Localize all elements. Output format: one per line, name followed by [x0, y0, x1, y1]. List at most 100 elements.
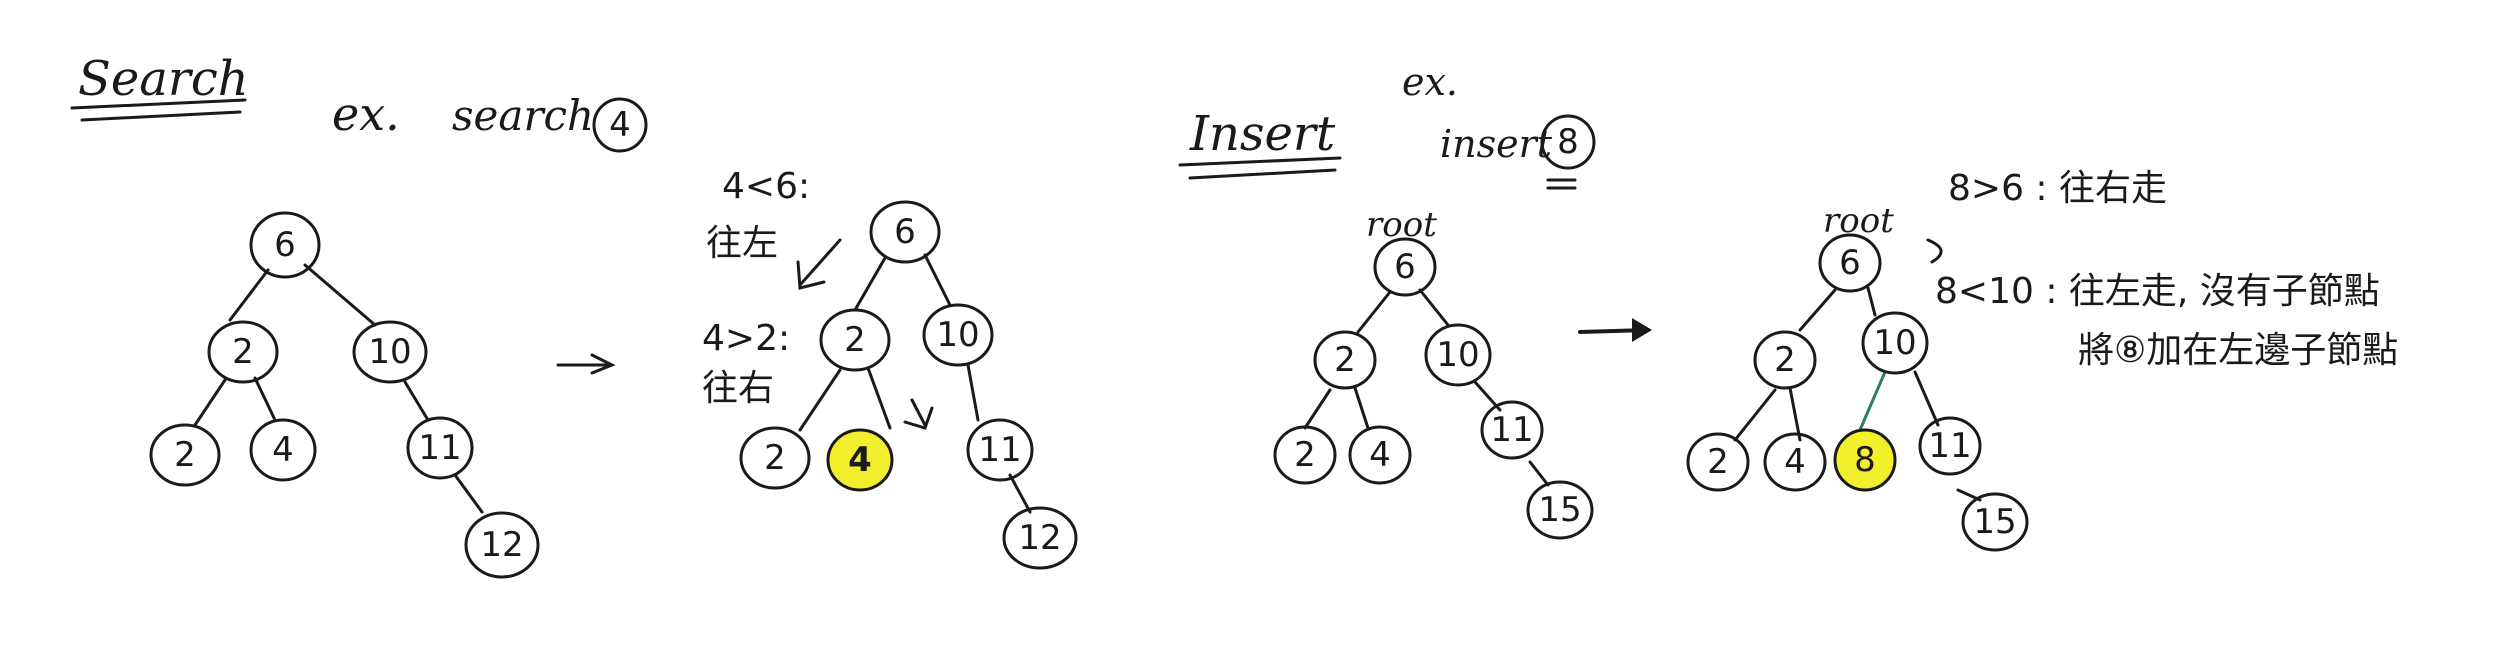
insert-example-arg-circle [1540, 114, 1596, 170]
tree-node: 11 [1480, 400, 1544, 460]
tree-node: 4 [249, 418, 317, 482]
svg-text:15: 15 [1538, 490, 1581, 530]
tree-edge [303, 263, 377, 327]
tree-node: 4 [1348, 425, 1412, 485]
svg-text:6: 6 [894, 212, 916, 252]
tree-node: 2 [1273, 425, 1337, 485]
tree-edge [1303, 388, 1332, 430]
svg-text:2: 2 [1334, 340, 1356, 380]
tree-node: 12 [464, 511, 540, 579]
tree-node: 15 [1526, 480, 1594, 540]
svg-text:15: 15 [1973, 502, 2016, 542]
tree-node: 15 [1961, 492, 2029, 552]
tree-node: 10 [352, 320, 428, 384]
svg-text:6: 6 [274, 225, 296, 265]
tree-edge [253, 376, 277, 422]
insert-note-line-1: 8>6 : 往右走 [1948, 168, 2167, 209]
search-example-arg: 4 [609, 105, 631, 145]
insert-underline-2 [1188, 168, 1337, 180]
svg-text:10: 10 [1873, 323, 1916, 363]
search-note-1-line-1: 4<6: [722, 166, 810, 207]
tree-node-highlighted: 4 [826, 428, 894, 492]
search-underline-1 [70, 98, 247, 110]
tree-edge [453, 473, 484, 514]
arrow-right-icon [1578, 318, 1652, 342]
tree-node: 2 [1686, 432, 1750, 492]
tree-edge [1353, 386, 1370, 430]
tree-node: 2 [149, 423, 221, 487]
search-note-2-line-2: 往右 [702, 368, 774, 409]
tree-edge [866, 366, 892, 430]
tree-edge [1528, 460, 1550, 487]
insert-example-prefix: ex. [1402, 60, 1458, 104]
svg-text:6: 6 [1394, 247, 1416, 287]
svg-text:2: 2 [844, 320, 866, 360]
search-tree-after: 6 2 10 2 4 11 12 [739, 200, 1078, 570]
svg-text:4: 4 [1784, 442, 1806, 482]
tree-edge [403, 380, 430, 422]
insert-note-line-3: 將⑧加在左邊子節點 [2078, 330, 2398, 371]
svg-text:11: 11 [978, 430, 1021, 470]
tree-node: 12 [1002, 506, 1078, 570]
tree-node: 11 [406, 416, 474, 480]
tree-node: 2 [739, 426, 811, 490]
tree-node: 2 [207, 320, 279, 384]
tree-node: 4 [1763, 432, 1827, 492]
tree-node: 6 [1818, 233, 1882, 293]
insert-tree-before: 6 2 10 2 4 11 15 [1273, 237, 1594, 540]
tree-node: 2 [1753, 330, 1817, 390]
svg-text:2: 2 [1294, 435, 1316, 475]
svg-text:11: 11 [418, 428, 461, 468]
tree-node: 6 [1373, 237, 1437, 297]
tree-node-highlighted: 8 [1833, 428, 1897, 492]
tree-edge [193, 378, 227, 427]
root-label: root [1823, 201, 1894, 241]
tree-edge [923, 253, 952, 307]
tree-edge [1356, 290, 1392, 334]
svg-text:11: 11 [1490, 410, 1533, 450]
svg-text:10: 10 [936, 315, 979, 355]
tree-node: 10 [1861, 311, 1929, 375]
search-underline-2 [80, 110, 242, 122]
svg-text:2: 2 [232, 332, 254, 372]
tree-edge [228, 268, 270, 322]
tree-node: 10 [1424, 323, 1492, 387]
search-example-call: search [452, 91, 594, 140]
bracket [1926, 238, 1943, 264]
svg-text:4: 4 [272, 430, 294, 470]
tree-node: 6 [249, 211, 321, 279]
search-note-1-line-2: 往左 [706, 223, 778, 264]
svg-text:12: 12 [480, 525, 523, 565]
tree-edge [1798, 288, 1837, 332]
tree-edge [1418, 288, 1450, 327]
svg-text:2: 2 [1774, 340, 1796, 380]
tree-edge [966, 363, 980, 422]
tree-edge [1733, 388, 1777, 442]
insert-underline-1 [1178, 156, 1342, 167]
tree-edge [853, 256, 887, 312]
svg-text:2: 2 [1707, 442, 1729, 482]
tree-node: 11 [1918, 416, 1982, 476]
svg-text:10: 10 [368, 332, 411, 372]
insert-note-line-2: 8<10 : 往左走, 沒有子節點 [1935, 271, 2380, 312]
tree-edge [1866, 286, 1877, 317]
svg-text:11: 11 [1928, 426, 1971, 466]
insert-example-call: insert [1440, 122, 1553, 166]
tree-node: 10 [922, 303, 994, 367]
insert-example-arg: 8 [1557, 122, 1579, 162]
tree-edge [1788, 386, 1802, 442]
svg-text:8: 8 [1854, 440, 1876, 480]
search-example-prefix: ex. [332, 87, 400, 141]
insert-heading: Insert [1189, 106, 1336, 162]
insert-tree-after: 6 2 10 2 4 8 11 15 [1686, 233, 2029, 552]
svg-text:4: 4 [1369, 435, 1391, 475]
tree-edge [1913, 370, 1940, 427]
svg-text:12: 12 [1018, 518, 1061, 558]
svg-text:10: 10 [1436, 335, 1479, 375]
search-heading: Search [78, 51, 249, 107]
tree-node: 11 [966, 418, 1034, 482]
arrow-down-left-icon [796, 238, 842, 290]
svg-text:2: 2 [764, 438, 786, 478]
arrow-down-right-icon [903, 398, 934, 430]
